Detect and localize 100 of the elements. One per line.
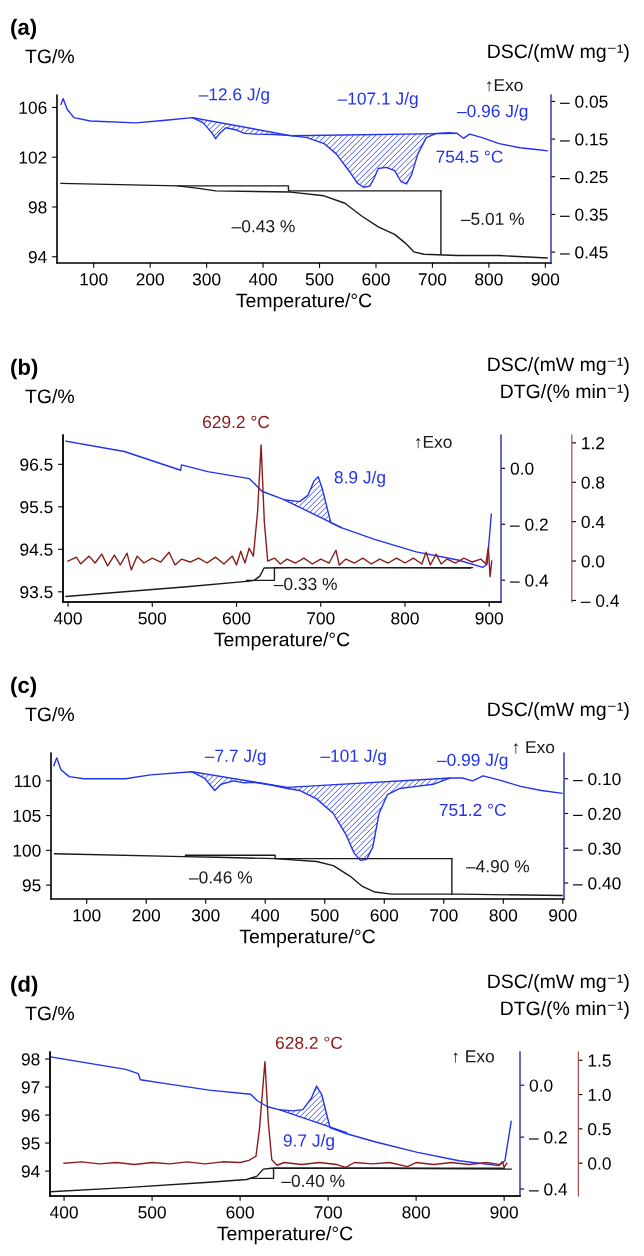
x-tick-label: 600 — [226, 1206, 254, 1219]
y2-axis-title: DSC/(mW mg⁻¹) — [488, 43, 629, 63]
x-tick-label: 700 — [314, 1206, 342, 1219]
x-tick-label: 700 — [307, 612, 335, 625]
y3-tick-label: 0.5 — [588, 1123, 611, 1136]
chart-title: (b) — [11, 358, 38, 380]
y2-tick-label: – 0.4 — [510, 574, 549, 587]
x-tick-label: 900 — [475, 612, 504, 625]
annotation: ↑ Exo — [513, 741, 555, 754]
y2-tick-label: – 0.2 — [510, 518, 548, 531]
y2-tick-label: – 0.15 — [560, 133, 608, 146]
y-tick-label: 94 — [28, 250, 47, 264]
x-tick-label: 100 — [80, 273, 108, 286]
x-tick-label: 400 — [248, 273, 277, 286]
y-tick-label: 98 — [21, 1053, 40, 1066]
y2-axis-title: DSC/(mW mg⁻¹) — [488, 356, 629, 376]
y2-tick-label: 0.0 — [529, 1079, 553, 1092]
annotation: 9.7 J/g — [283, 1133, 334, 1151]
y2-tick-label: – 0.40 — [573, 877, 621, 890]
annotation: –107.1 J/g — [337, 91, 418, 109]
y-tick-label: 95 — [21, 1137, 40, 1150]
chart-title: (a) — [11, 18, 37, 40]
y-tick-label: 100 — [13, 844, 41, 857]
x-tick-label: 100 — [73, 909, 101, 922]
y-axis-title: TG/% — [25, 48, 74, 64]
x-tick-label: 200 — [132, 909, 161, 922]
y-tick-label: 95.5 — [20, 500, 53, 514]
y3-tick-label: 0.0 — [588, 1157, 611, 1170]
x-tick-label: 500 — [138, 612, 167, 625]
y3-tick-label: 0.8 — [581, 476, 605, 489]
annotation: –5.01 % — [460, 212, 524, 225]
x-tick-label: 700 — [430, 909, 458, 922]
x-tick-label: 400 — [251, 909, 280, 922]
y-axis-title: TG/% — [25, 388, 74, 404]
annotation: –12.6 J/g — [198, 87, 269, 104]
y2-tick-label: – 0.10 — [573, 772, 621, 786]
y-axis-title: TG/% — [25, 1005, 74, 1021]
annotation: 8.9 J/g — [334, 470, 385, 487]
x-axis-title: Temperature/°C — [217, 1226, 353, 1245]
y-tick-label: 105 — [13, 809, 41, 823]
x-tick-label: 600 — [370, 909, 399, 922]
x-tick-label: 600 — [222, 612, 251, 625]
x-tick-label: 700 — [418, 273, 447, 286]
x-tick-label: 200 — [136, 273, 164, 286]
y2-tick-label: – 0.25 — [560, 170, 608, 184]
y-tick-label: 93.5 — [20, 585, 53, 599]
x-tick-label: 900 — [531, 273, 560, 286]
y3-axis-title: DTG/(% min⁻¹) — [501, 1000, 629, 1020]
annotation: 754.5 °C — [436, 150, 503, 163]
y3-tick-label: 1.2 — [582, 437, 605, 450]
chart-title: (c) — [11, 676, 37, 698]
y2-tick-label: – 0.35 — [560, 208, 608, 221]
y2-tick-label: – 0.4 — [529, 1183, 568, 1196]
x-tick-label: 800 — [391, 612, 419, 625]
y3-tick-label: – 0.4 — [580, 594, 619, 607]
x-tick-label: 500 — [305, 273, 334, 286]
x-tick-label: 500 — [138, 1206, 166, 1219]
annotation: ↑Exo — [416, 435, 452, 449]
annotation: –7.7 J/g — [204, 749, 266, 766]
text: 629.2 °C — [203, 415, 270, 429]
annotation: –0.99 J/g — [436, 753, 508, 770]
text: ↑Exo — [487, 79, 523, 92]
y-axis-title: TG/% — [25, 706, 74, 722]
annotation: –0.43 % — [231, 220, 295, 233]
y2-tick-label: – 0.30 — [573, 842, 621, 855]
y-tick-label: 96.5 — [20, 458, 53, 471]
annotation: –0.96 J/g — [457, 104, 528, 121]
y-tick-label: 94 — [21, 1165, 40, 1178]
annotation: –0.33 % — [273, 577, 337, 591]
x-tick-label: 900 — [549, 909, 577, 922]
y2-axis-title: DSC/(mW mg⁻¹) — [488, 701, 629, 721]
y2-tick-label: 0.0 — [510, 462, 534, 475]
y-tick-label: 94.5 — [20, 543, 53, 556]
y2-tick-label: – 0.2 — [529, 1131, 567, 1144]
y3-tick-label: 1.5 — [588, 1054, 611, 1067]
y3-axis-title: DTG/(% min⁻¹) — [501, 383, 629, 403]
y-tick-label: 102 — [19, 151, 47, 164]
y3-tick-label: 0.0 — [581, 555, 605, 568]
x-tick-label: 400 — [50, 1206, 78, 1219]
x-tick-label: 300 — [192, 273, 221, 286]
y-tick-label: 97 — [21, 1081, 40, 1094]
x-tick-label: 600 — [362, 273, 390, 286]
annotation: –0.46 % — [188, 871, 253, 884]
annotation: –101 J/g — [320, 749, 386, 766]
x-tick-label: 400 — [53, 612, 82, 625]
x-axis-title: Temperature/°C — [239, 929, 375, 948]
x-tick-label: 800 — [475, 273, 503, 286]
x-tick-label: 900 — [490, 1206, 518, 1219]
y2-axis-title: DSC/(mW mg⁻¹) — [488, 973, 629, 993]
x-axis-title: Temperature/°C — [236, 293, 372, 312]
x-axis-title: Temperature/°C — [214, 632, 350, 651]
y-tick-label: 110 — [14, 774, 41, 788]
x-tick-label: 800 — [489, 909, 518, 922]
annotation: 751.2 °C — [439, 803, 506, 817]
y-tick-label: 98 — [28, 201, 47, 214]
y-tick-label: 96 — [21, 1109, 40, 1122]
y-tick-label: 106 — [19, 101, 47, 114]
x-tick-label: 300 — [191, 909, 220, 922]
y2-tick-label: – 0.45 — [560, 246, 608, 259]
text: 628.2 °C — [275, 1036, 343, 1050]
